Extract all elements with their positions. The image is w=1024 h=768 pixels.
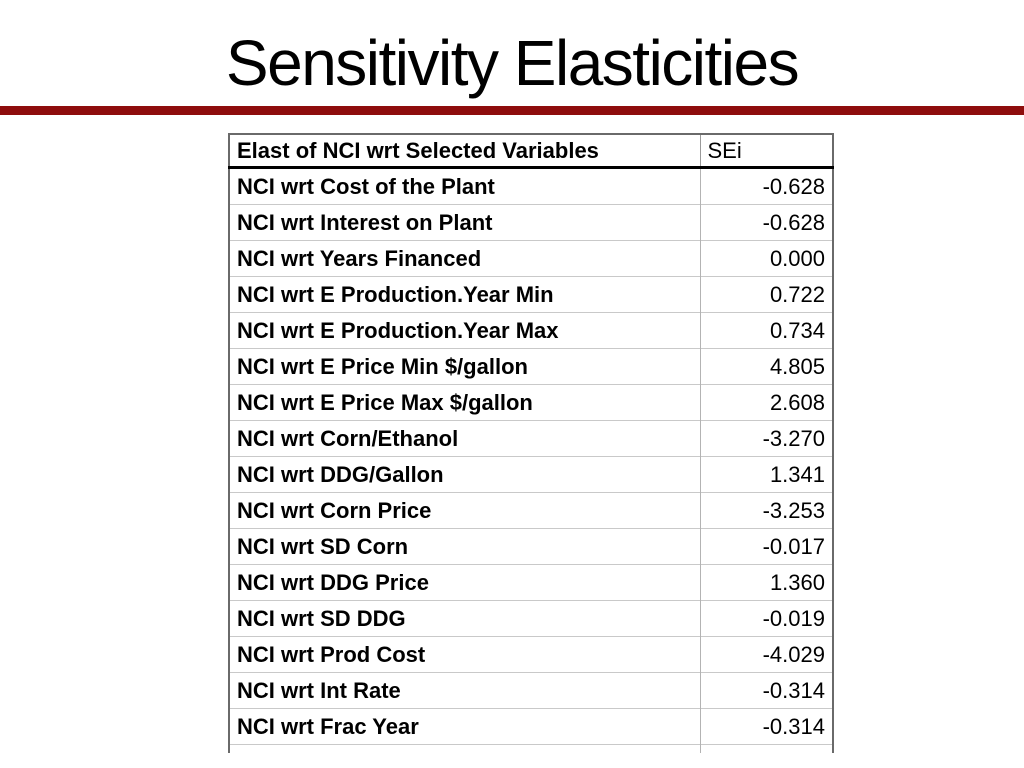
row-value-cell: -0.628 [700, 204, 833, 241]
row-value-cell [700, 744, 833, 753]
row-value-cell: 1.341 [700, 456, 833, 493]
row-label-cell: NCI wrt SD DDG [229, 600, 701, 637]
table-row: NCI wrt SD DDG -0.019 [229, 600, 833, 637]
elasticity-table: Elast of NCI wrt Selected Variables SEi … [228, 133, 834, 753]
header-sei: SEi [700, 134, 833, 169]
row-label-cell: NCI wrt DDG/Gallon [229, 456, 701, 493]
row-value-cell: 0.000 [700, 240, 833, 277]
row-label-cell: NCI wrt E Production.Year Max [229, 312, 701, 349]
slide-title: Sensitivity Elasticities [225, 27, 800, 99]
row-label-cell: NCI wrt SD Corn [229, 528, 701, 565]
table-row: NCI wrt DDG/Gallon 1.341 [229, 456, 833, 493]
row-value-cell: 1.360 [700, 564, 833, 601]
row-value-cell: -0.019 [700, 600, 833, 637]
row-label-cell: NCI wrt DDG Price [229, 564, 701, 601]
row-value-cell: -3.253 [700, 492, 833, 529]
table-header-row: Elast of NCI wrt Selected Variables SEi [229, 134, 833, 169]
row-label-cell: NCI wrt E Price Max $/gallon [229, 384, 701, 421]
table-row: NCI wrt Int Rate -0.314 [229, 672, 833, 709]
row-label-cell: NCI wrt Years Financed [229, 240, 701, 277]
table-row: NCI wrt Frac Year -0.314 [229, 708, 833, 745]
table-row: NCI wrt Interest on Plant -0.628 [229, 204, 833, 241]
row-label-cell: NCI wrt Frac Year [229, 708, 701, 745]
row-label-cell [229, 744, 701, 753]
table-row-partial [229, 744, 833, 753]
row-value-cell: -0.017 [700, 528, 833, 565]
table-row: NCI wrt Corn/Ethanol -3.270 [229, 420, 833, 457]
table-row: NCI wrt SD Corn -0.017 [229, 528, 833, 565]
row-value-cell: -0.628 [762, 173, 825, 199]
row-value-cell: 2.608 [700, 384, 833, 421]
accent-divider [0, 106, 1024, 115]
table-row: NCI wrt DDG Price 1.360 [229, 564, 833, 601]
row-value-cell: 0.722 [700, 276, 833, 313]
table-row: NCI wrt E Production.Year Min 0.722 [229, 276, 833, 313]
row-label-cell: NCI wrt Cost of the Plant [229, 167, 701, 205]
table-row: NCI wrt Cost of the Plant -0.628 [229, 167, 833, 205]
table-row: NCI wrt Corn Price -3.253 [229, 492, 833, 529]
table-row: NCI wrt E Price Max $/gallon 2.608 [229, 384, 833, 421]
row-label-cell: NCI wrt E Price Min $/gallon [229, 348, 701, 385]
row-value-cell: 0.734 [700, 312, 833, 349]
table-row: NCI wrt E Price Min $/gallon 4.805 [229, 348, 833, 385]
table-row: NCI wrt Years Financed 0.000 [229, 240, 833, 277]
row-label-cell: NCI wrt Interest on Plant [229, 204, 701, 241]
row-value-cell: -0.314 [700, 672, 833, 709]
row-label-cell: NCI wrt Prod Cost [229, 636, 701, 673]
header-variables: Elast of NCI wrt Selected Variables [229, 134, 701, 169]
row-label-cell: NCI wrt Corn Price [229, 492, 701, 529]
row-value-cell: 4.805 [700, 348, 833, 385]
row-value-cell: -0.314 [700, 708, 833, 745]
row-label-cell: NCI wrt Corn/Ethanol [229, 420, 701, 457]
table-container: Elast of NCI wrt Selected Variables SEi … [228, 133, 840, 753]
row-value-cell: -3.270 [700, 420, 833, 457]
row-label-cell: NCI wrt Int Rate [229, 672, 701, 709]
table-row: NCI wrt E Production.Year Max 0.734 [229, 312, 833, 349]
row-value-cell: -4.029 [700, 636, 833, 673]
row-label-cell: NCI wrt E Production.Year Min [229, 276, 701, 313]
table-row: NCI wrt Prod Cost -4.029 [229, 636, 833, 673]
